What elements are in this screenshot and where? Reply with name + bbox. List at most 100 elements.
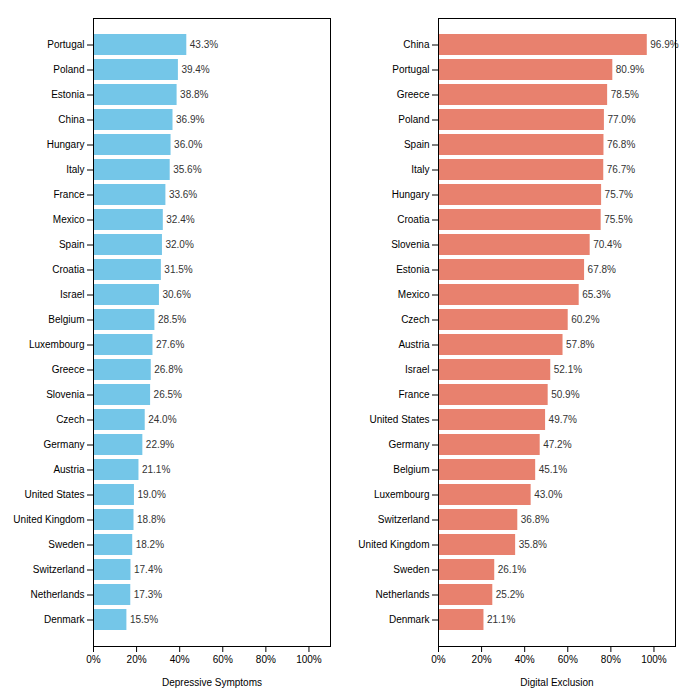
svg-text:Slovenia: Slovenia: [46, 389, 85, 400]
svg-text:28.5%: 28.5%: [158, 314, 186, 325]
svg-text:Israel: Israel: [60, 289, 84, 300]
svg-text:United States: United States: [369, 414, 429, 425]
svg-text:Switzerland: Switzerland: [378, 514, 430, 525]
svg-text:18.8%: 18.8%: [137, 514, 165, 525]
svg-text:40%: 40%: [170, 654, 190, 665]
svg-text:36.9%: 36.9%: [176, 114, 204, 125]
svg-text:26.5%: 26.5%: [154, 389, 182, 400]
svg-text:Estonia: Estonia: [396, 264, 430, 275]
svg-text:24.0%: 24.0%: [148, 414, 176, 425]
svg-text:76.8%: 76.8%: [607, 139, 635, 150]
svg-text:100%: 100%: [641, 654, 667, 665]
svg-text:Poland: Poland: [398, 114, 429, 125]
svg-text:18.2%: 18.2%: [136, 539, 164, 550]
svg-text:80%: 80%: [601, 654, 621, 665]
svg-text:Hungary: Hungary: [392, 189, 430, 200]
svg-text:Hungary: Hungary: [47, 139, 85, 150]
svg-text:67.8%: 67.8%: [588, 264, 616, 275]
svg-text:21.1%: 21.1%: [487, 614, 515, 625]
svg-text:80.9%: 80.9%: [616, 64, 644, 75]
svg-text:70.4%: 70.4%: [593, 239, 621, 250]
svg-text:Greece: Greece: [397, 89, 430, 100]
svg-text:United Kingdom: United Kingdom: [13, 514, 84, 525]
svg-text:Sweden: Sweden: [393, 564, 429, 575]
svg-text:52.1%: 52.1%: [554, 364, 582, 375]
svg-text:60%: 60%: [558, 654, 578, 665]
svg-text:35.8%: 35.8%: [519, 539, 547, 550]
svg-text:45.1%: 45.1%: [539, 464, 567, 475]
svg-text:Digital Exclusion: Digital Exclusion: [520, 677, 593, 688]
svg-text:30.6%: 30.6%: [162, 289, 190, 300]
svg-text:Czech: Czech: [56, 414, 84, 425]
svg-text:Depressive Symptoms: Depressive Symptoms: [162, 677, 262, 688]
svg-text:0%: 0%: [86, 654, 101, 665]
svg-text:Spain: Spain: [59, 239, 85, 250]
svg-text:Spain: Spain: [404, 139, 430, 150]
svg-text:Poland: Poland: [53, 64, 84, 75]
svg-text:78.5%: 78.5%: [611, 89, 639, 100]
svg-text:Austria: Austria: [398, 339, 430, 350]
svg-text:39.4%: 39.4%: [181, 64, 209, 75]
svg-text:36.8%: 36.8%: [521, 514, 549, 525]
svg-text:Czech: Czech: [401, 314, 429, 325]
svg-text:Estonia: Estonia: [51, 89, 85, 100]
svg-text:Netherlands: Netherlands: [376, 589, 430, 600]
svg-text:43.3%: 43.3%: [190, 39, 218, 50]
svg-text:Croatia: Croatia: [397, 214, 430, 225]
svg-text:43.0%: 43.0%: [534, 489, 562, 500]
svg-text:22.9%: 22.9%: [146, 439, 174, 450]
svg-text:50.9%: 50.9%: [551, 389, 579, 400]
svg-text:31.5%: 31.5%: [164, 264, 192, 275]
svg-text:United Kingdom: United Kingdom: [358, 539, 429, 550]
svg-text:Greece: Greece: [52, 364, 85, 375]
svg-text:Croatia: Croatia: [52, 264, 85, 275]
svg-text:Switzerland: Switzerland: [33, 564, 85, 575]
svg-text:60.2%: 60.2%: [571, 314, 599, 325]
svg-text:75.7%: 75.7%: [605, 189, 633, 200]
svg-text:Italy: Italy: [66, 164, 84, 175]
svg-text:76.7%: 76.7%: [607, 164, 635, 175]
svg-text:Denmark: Denmark: [44, 614, 86, 625]
svg-text:15.5%: 15.5%: [130, 614, 158, 625]
svg-text:Mexico: Mexico: [398, 289, 430, 300]
svg-text:21.1%: 21.1%: [142, 464, 170, 475]
svg-text:100%: 100%: [296, 654, 322, 665]
svg-text:Slovenia: Slovenia: [391, 239, 430, 250]
svg-text:Israel: Israel: [405, 364, 429, 375]
svg-text:Portugal: Portugal: [392, 64, 429, 75]
svg-text:20%: 20%: [472, 654, 492, 665]
svg-text:60%: 60%: [213, 654, 233, 665]
svg-text:Luxembourg: Luxembourg: [29, 339, 85, 350]
svg-text:40%: 40%: [515, 654, 535, 665]
svg-text:38.8%: 38.8%: [180, 89, 208, 100]
svg-text:China: China: [403, 39, 430, 50]
svg-text:Mexico: Mexico: [53, 214, 85, 225]
svg-text:80%: 80%: [256, 654, 276, 665]
svg-text:33.6%: 33.6%: [169, 189, 197, 200]
svg-text:Austria: Austria: [53, 464, 85, 475]
svg-text:32.0%: 32.0%: [165, 239, 193, 250]
svg-text:47.2%: 47.2%: [543, 439, 571, 450]
svg-text:75.5%: 75.5%: [604, 214, 632, 225]
svg-text:Germany: Germany: [388, 439, 429, 450]
svg-text:United States: United States: [24, 489, 84, 500]
svg-text:Italy: Italy: [411, 164, 429, 175]
svg-text:17.3%: 17.3%: [134, 589, 162, 600]
svg-text:25.2%: 25.2%: [496, 589, 524, 600]
svg-text:35.6%: 35.6%: [173, 164, 201, 175]
svg-text:China: China: [58, 114, 85, 125]
svg-text:26.1%: 26.1%: [498, 564, 526, 575]
svg-text:20%: 20%: [127, 654, 147, 665]
svg-text:49.7%: 49.7%: [549, 414, 577, 425]
svg-text:Netherlands: Netherlands: [31, 589, 85, 600]
svg-text:Sweden: Sweden: [48, 539, 84, 550]
svg-text:36.0%: 36.0%: [174, 139, 202, 150]
svg-text:26.8%: 26.8%: [154, 364, 182, 375]
svg-text:96.9%: 96.9%: [650, 39, 678, 50]
svg-text:57.8%: 57.8%: [566, 339, 594, 350]
svg-text:Luxembourg: Luxembourg: [374, 489, 430, 500]
svg-text:Germany: Germany: [43, 439, 84, 450]
svg-text:Belgium: Belgium: [48, 314, 84, 325]
svg-text:France: France: [53, 189, 85, 200]
svg-text:France: France: [398, 389, 430, 400]
